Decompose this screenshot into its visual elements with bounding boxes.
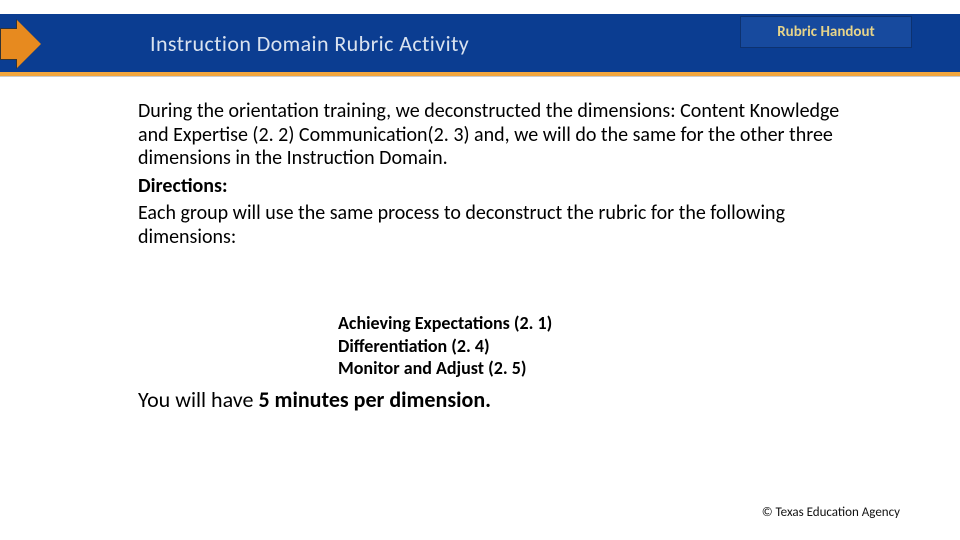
- header-underline: [0, 72, 960, 76]
- closing-bold: 5 minutes per dimension.: [258, 386, 491, 413]
- closing-line: You will have 5 minutes per dimension.: [138, 386, 858, 413]
- body-text: During the orientation training, we deco…: [138, 100, 858, 254]
- footer-copyright: © Texas Education Agency: [762, 505, 900, 520]
- closing-pre: You will have: [138, 386, 258, 413]
- intro-paragraph: During the orientation training, we deco…: [138, 100, 858, 171]
- list-item: Achieving Expectations (2. 1): [338, 312, 858, 335]
- dimension-list: Achieving Expectations (2. 1) Differenti…: [338, 312, 858, 380]
- rubric-handout-button[interactable]: Rubric Handout: [740, 16, 912, 48]
- rubric-handout-label: Rubric Handout: [777, 23, 875, 41]
- list-item: Monitor and Adjust (2. 5): [338, 357, 858, 380]
- slide-title: Instruction Domain Rubric Activity: [150, 30, 469, 57]
- directions-label: Directions:: [138, 175, 858, 199]
- arrow-icon: [0, 22, 44, 66]
- directions-text: Each group will use the same process to …: [138, 202, 858, 249]
- list-item: Differentiation (2. 4): [338, 335, 858, 358]
- slide: Instruction Domain Rubric Activity Rubri…: [0, 0, 960, 540]
